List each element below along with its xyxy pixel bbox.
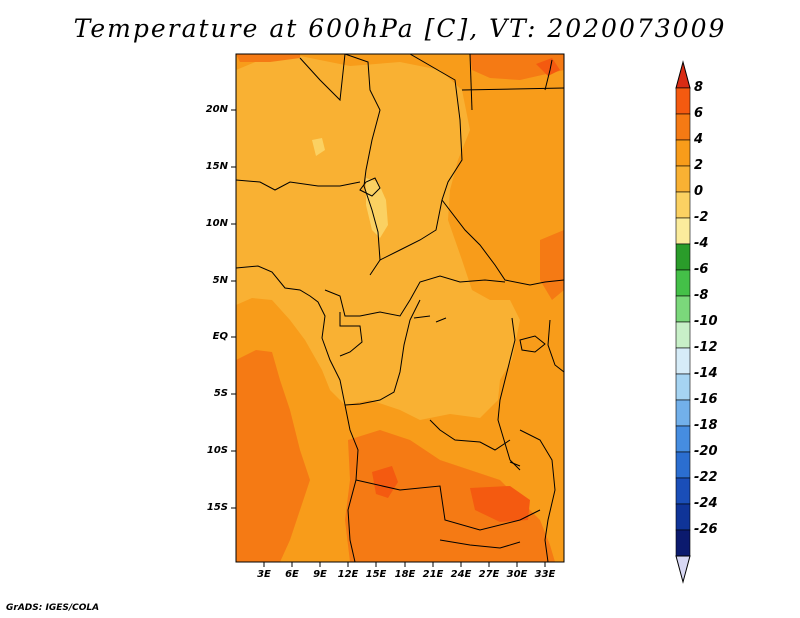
colorbar-swatch <box>675 217 691 245</box>
field-region-c5-b <box>470 486 530 522</box>
colorbar-swatch <box>675 529 691 557</box>
x-tick-label: 9E <box>313 569 327 580</box>
colorbar-swatch <box>675 165 691 193</box>
colorbar-swatch <box>675 373 691 401</box>
x-tick-marks <box>263 562 546 567</box>
colorbar-label: -2 <box>694 210 709 225</box>
colorbar-swatch <box>675 477 691 505</box>
field-region-c4-east <box>540 230 564 300</box>
x-tick-label: 15E <box>365 569 387 580</box>
colorbar-label: 6 <box>694 106 704 121</box>
country-borders <box>236 54 564 562</box>
colorbar-swatch <box>675 321 691 349</box>
colorbar-swatch <box>675 243 691 271</box>
colorbar-swatch <box>675 425 691 453</box>
field-region-c4-north <box>236 54 300 62</box>
colorbar-swatch <box>675 347 691 375</box>
colorbar-label: -10 <box>694 314 718 329</box>
colorbar-label: -4 <box>694 236 709 251</box>
colorbar-swatch <box>675 191 691 219</box>
colorbar-bottom-arrow <box>675 555 691 584</box>
field-region-c4-south <box>236 350 310 562</box>
colorbar-label: -20 <box>694 444 718 459</box>
y-tick-marks <box>231 109 236 509</box>
colorbar-swatch <box>675 113 691 141</box>
x-tick-label: 24E <box>450 569 472 580</box>
colorbar-swatch <box>675 503 691 531</box>
y-tick-label: 5N <box>212 275 228 286</box>
y-tick-label: 10N <box>205 218 228 229</box>
colorbar-swatch <box>675 295 691 323</box>
colorbar-label: -18 <box>694 418 718 433</box>
field-region-c5-a <box>372 466 398 498</box>
colorbar-label: -26 <box>694 522 718 537</box>
x-tick-label: 30E <box>506 569 528 580</box>
colorbar-swatch <box>675 269 691 297</box>
x-tick-label: 18E <box>394 569 416 580</box>
colorbar-label: 8 <box>694 80 704 95</box>
y-tick-label: EQ <box>212 331 228 342</box>
colorbar-label: -6 <box>694 262 709 277</box>
field-region-c4-ne <box>470 54 564 80</box>
y-tick-label: 15S <box>206 502 228 513</box>
footer-credit: GrADS: IGES/COLA <box>6 603 100 613</box>
x-tick-label: 6E <box>285 569 299 580</box>
colorbar-label: -12 <box>694 340 718 355</box>
y-tick-label: 5S <box>213 388 228 399</box>
colorbar-top-arrow <box>675 60 691 89</box>
field-region-c1-b <box>312 138 325 156</box>
colorbar-label: -24 <box>694 496 718 511</box>
colorbar-label: 4 <box>694 132 704 147</box>
plot-frame <box>235 53 565 563</box>
field-region-c4-angola <box>345 430 555 562</box>
x-tick-label: 27E <box>478 569 500 580</box>
y-tick-label: 20N <box>205 104 228 115</box>
colorbar-label: 0 <box>694 184 704 199</box>
y-tick-label: 10S <box>206 445 228 456</box>
x-tick-label: 3E <box>257 569 271 580</box>
x-tick-label: 12E <box>337 569 359 580</box>
y-tick-label: 15N <box>205 161 228 172</box>
colorbar-swatch <box>675 399 691 427</box>
x-tick-label: 33E <box>534 569 556 580</box>
colorbar-swatch <box>675 451 691 479</box>
field-region-c1-a <box>366 178 388 238</box>
colorbar-label: -16 <box>694 392 718 407</box>
colorbar-label: -8 <box>694 288 709 303</box>
field-region-c5-c <box>536 58 560 76</box>
colorbar-label: -22 <box>694 470 718 485</box>
colorbar <box>675 60 691 584</box>
colorbar-swatch <box>675 139 691 167</box>
colorbar-label: 2 <box>694 158 704 173</box>
x-tick-label: 21E <box>422 569 444 580</box>
map-title: Temperature at 600hPa [C], VT: 202007300… <box>73 14 727 43</box>
temperature-field <box>236 54 564 562</box>
colorbar-label: -14 <box>694 366 718 381</box>
colorbar-swatch <box>675 87 691 115</box>
